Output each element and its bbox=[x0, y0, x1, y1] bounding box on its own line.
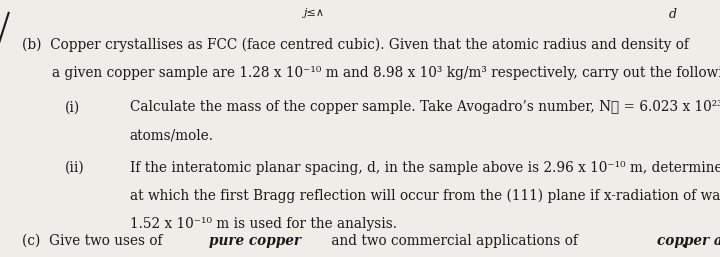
Text: (b)  Copper crystallises as FCC (face centred cubic). Given that the atomic radi: (b) Copper crystallises as FCC (face cen… bbox=[22, 37, 688, 52]
Text: d: d bbox=[669, 8, 678, 21]
Text: 1.52 x 10⁻¹⁰ m is used for the analysis.: 1.52 x 10⁻¹⁰ m is used for the analysis. bbox=[130, 217, 397, 231]
Text: (c)  Give two uses of: (c) Give two uses of bbox=[22, 234, 166, 248]
Text: and two commercial applications of: and two commercial applications of bbox=[328, 234, 582, 248]
Text: pure copper: pure copper bbox=[209, 234, 300, 248]
Text: •: • bbox=[680, 241, 686, 251]
Text: j≤∧: j≤∧ bbox=[302, 8, 324, 18]
Text: If the interatomic planar spacing, d, in the sample above is 2.96 x 10⁻¹⁰ m, det: If the interatomic planar spacing, d, in… bbox=[130, 161, 720, 175]
Text: at which the first Bragg reflection will occur from the (111) plane if x-radiati: at which the first Bragg reflection will… bbox=[130, 189, 720, 203]
Text: a given copper sample are 1.28 x 10⁻¹⁰ m and 8.98 x 10³ kg/m³ respectively, carr: a given copper sample are 1.28 x 10⁻¹⁰ m… bbox=[52, 66, 720, 79]
Text: (ii): (ii) bbox=[65, 161, 84, 175]
Text: atoms/mole.: atoms/mole. bbox=[130, 128, 214, 142]
Text: (i): (i) bbox=[65, 100, 80, 114]
Text: Calculate the mass of the copper sample. Take Avogadro’s number, N⁁ = 6.023 x 10: Calculate the mass of the copper sample.… bbox=[130, 100, 720, 114]
Text: copper alloys: copper alloys bbox=[657, 234, 720, 248]
